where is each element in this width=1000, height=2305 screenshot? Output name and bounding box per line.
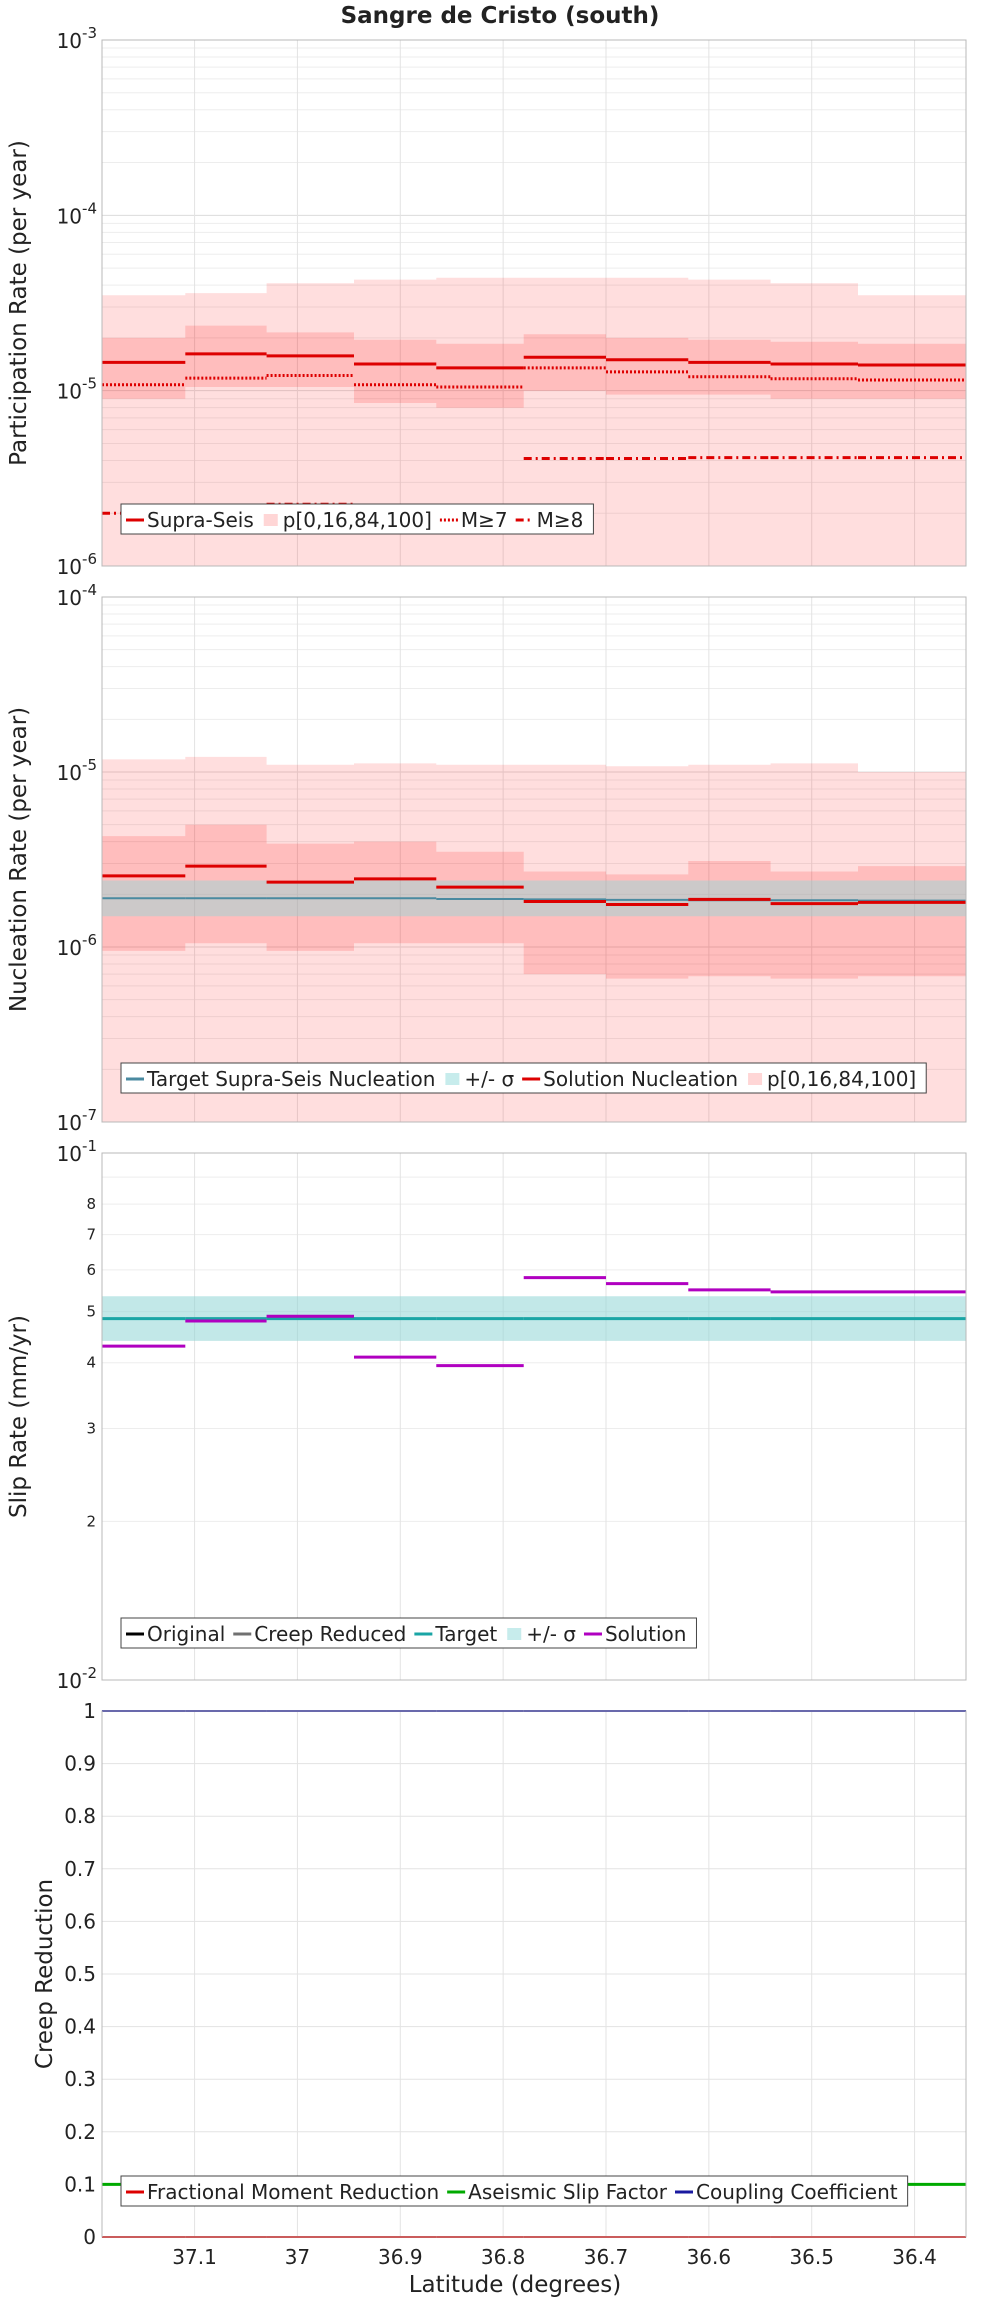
x-axis-label: Latitude (degrees) bbox=[409, 2272, 622, 2298]
y-tick-label: 10-3 bbox=[57, 24, 97, 53]
legend-item-solution-label: Solution bbox=[605, 1622, 686, 1646]
legend-item--label: +/- σ bbox=[526, 1622, 576, 1646]
panel-2: 10-7 10-6 10-5 10-4 Nucleation Rate (per yea… bbox=[6, 581, 967, 1135]
band-p0-100 bbox=[102, 756, 966, 1122]
legend-item-m-7-label: M≥7 bbox=[461, 508, 508, 532]
plot-frame bbox=[101, 39, 967, 567]
band-p0-100 bbox=[102, 277, 966, 566]
x-tick-label: 36.6 bbox=[687, 2245, 732, 2269]
y-tick-label: 10-4 bbox=[57, 581, 97, 610]
plot-frame bbox=[101, 1152, 967, 1681]
legend-item-supra-seis-label: Supra-Seis bbox=[147, 508, 254, 532]
legend-item-coupling-coefficient-label: Coupling Coefficient bbox=[696, 2180, 898, 2204]
chart-title: Sangre de Cristo (south) bbox=[341, 3, 660, 29]
legend-item-p-0-16-84-100-label: p[0,16,84,100] bbox=[283, 508, 432, 532]
legend-item-p-0-16-84-100-label: p[0,16,84,100] bbox=[767, 1067, 916, 1091]
y-minor-tick-label: 6 bbox=[86, 1261, 96, 1279]
legend: Target Supra-Seis Nucleation +/- σ Solutio… bbox=[120, 1062, 927, 1094]
y-tick-label: 0.3 bbox=[64, 2067, 96, 2091]
panel-3: 10-2 10-1 2 3 4 5 6 7 8 Slip Rate (mm/yr) Original… bbox=[6, 1137, 967, 1693]
legend-box bbox=[120, 2175, 909, 2207]
x-tick-label: 36.4 bbox=[892, 2245, 937, 2269]
plot-frame bbox=[101, 1710, 967, 2238]
legend-item-creep-reduced-label: Creep Reduced bbox=[254, 1622, 406, 1646]
plot-frame bbox=[101, 596, 967, 1123]
legend-item-p-0-16-84-100-swatch bbox=[748, 1073, 763, 1085]
y-axis-label: Nucleation Rate (per year) bbox=[6, 707, 32, 1012]
x-tick-label: 37.1 bbox=[172, 2245, 217, 2269]
y-tick-label: 10-2 bbox=[57, 1664, 97, 1693]
y-minor-tick-label: 5 bbox=[86, 1303, 96, 1321]
y-axis-label: Participation Rate (per year) bbox=[6, 140, 32, 466]
y-tick-label: 0.9 bbox=[64, 1752, 96, 1776]
x-tick-label: 36.9 bbox=[378, 2245, 423, 2269]
y-tick-label: 10-4 bbox=[57, 199, 97, 228]
panel-1: 10-6 10-5 10-4 10-3 Participation Rate (per … bbox=[6, 24, 967, 579]
y-tick-label: 10-5 bbox=[57, 756, 97, 785]
legend-item-m-8-label: M≥8 bbox=[537, 508, 584, 532]
y-tick-label: 10-6 bbox=[57, 550, 97, 579]
legend-item-fractional-moment-reduction-label: Fractional Moment Reduction bbox=[147, 2180, 439, 2204]
x-tick-label: 36.8 bbox=[481, 2245, 526, 2269]
legend-item--swatch bbox=[445, 1073, 460, 1085]
y-tick-label: 0.4 bbox=[64, 2015, 96, 2039]
band-p16-84 bbox=[102, 325, 966, 408]
legend: Supra-Seis p[0,16,84,100] M≥7 M≥8 bbox=[120, 503, 594, 535]
legend-item-solution-nucleation-label: Solution Nucleation bbox=[543, 1067, 738, 1091]
x-tick-label: 36.5 bbox=[789, 2245, 834, 2269]
y-tick-label: 1 bbox=[83, 1699, 96, 1723]
y-tick-label: 10-6 bbox=[57, 931, 97, 960]
y-minor-tick-label: 4 bbox=[86, 1354, 96, 1372]
y-tick-label: 0.7 bbox=[64, 1857, 96, 1881]
legend-item-aseismic-slip-factor-label: Aseismic Slip Factor bbox=[468, 2180, 668, 2204]
y-tick-label: 10-7 bbox=[57, 1106, 97, 1135]
y-tick-label: 0.6 bbox=[64, 1909, 96, 1933]
legend-item-target-label: Target bbox=[434, 1622, 497, 1646]
legend: Original Creep Reduced Target +/- σ Solution bbox=[120, 1617, 697, 1649]
y-minor-tick-label: 3 bbox=[86, 1420, 96, 1438]
y-tick-label: 0.8 bbox=[64, 1804, 96, 1828]
y-tick-label: 0.1 bbox=[64, 2172, 96, 2196]
band-sigma bbox=[102, 880, 966, 917]
panel-4: 0 0.1 0.2 0.3 0.4 0.5 0.6 0.7 0.8 0.9 1 Creep Reduc… bbox=[32, 1699, 967, 2249]
y-tick-label: 0 bbox=[83, 2225, 96, 2249]
legend-box bbox=[120, 503, 594, 535]
y-tick-label: 0.5 bbox=[64, 1962, 96, 1986]
legend-item-original-label: Original bbox=[147, 1622, 225, 1646]
x-tick-label: 36.7 bbox=[584, 2245, 629, 2269]
x-tick-label: 37 bbox=[285, 2245, 310, 2269]
legend-item-target-supra-seis-nucleation-label: Target Supra-Seis Nucleation bbox=[146, 1067, 435, 1091]
legend-item--label: +/- σ bbox=[464, 1067, 514, 1091]
y-minor-tick-label: 8 bbox=[86, 1195, 96, 1213]
y-tick-label: 10-5 bbox=[57, 375, 97, 404]
y-minor-tick-label: 7 bbox=[86, 1226, 96, 1244]
y-tick-label: 10-1 bbox=[57, 1137, 97, 1166]
y-minor-tick-label: 2 bbox=[86, 1512, 96, 1530]
legend: Fractional Moment Reduction Aseismic Slip… bbox=[120, 2175, 909, 2207]
y-axis-label: Creep Reduction bbox=[32, 1879, 58, 2069]
y-tick-label: 0.2 bbox=[64, 2120, 96, 2144]
legend-item-p-0-16-84-100-swatch bbox=[263, 514, 278, 526]
y-axis-label: Slip Rate (mm/yr) bbox=[6, 1315, 32, 1518]
legend-item--swatch bbox=[507, 1628, 522, 1640]
